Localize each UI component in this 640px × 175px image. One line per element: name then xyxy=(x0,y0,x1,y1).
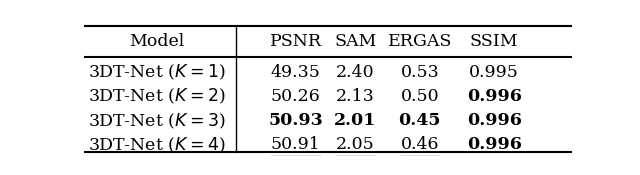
Text: 0.45: 0.45 xyxy=(399,113,441,130)
Text: PSNR: PSNR xyxy=(269,33,322,50)
Text: 0.53: 0.53 xyxy=(401,64,439,81)
Text: 0.995: 0.995 xyxy=(469,64,519,81)
Text: SAM: SAM xyxy=(334,33,376,50)
Text: 0.996: 0.996 xyxy=(467,113,522,130)
Text: ERGAS: ERGAS xyxy=(388,33,452,50)
Text: 2.40: 2.40 xyxy=(336,64,374,81)
Text: 0.46: 0.46 xyxy=(401,136,439,153)
Text: 50.93: 50.93 xyxy=(268,113,323,130)
Text: 3DT-Net $\mathregular{(}K = 1\mathregular{)}$: 3DT-Net $\mathregular{(}K = 1\mathregula… xyxy=(88,63,226,82)
Text: SSIM: SSIM xyxy=(470,33,518,50)
Text: 49.35: 49.35 xyxy=(271,64,321,81)
Text: 3DT-Net $\mathregular{(}K = 4\mathregular{)}$: 3DT-Net $\mathregular{(}K = 4\mathregula… xyxy=(88,135,226,155)
Text: 50.91: 50.91 xyxy=(271,136,321,153)
Text: 50.26: 50.26 xyxy=(271,88,321,105)
Text: 0.996: 0.996 xyxy=(467,136,522,153)
Text: 3DT-Net $\mathregular{(}K = 3\mathregular{)}$: 3DT-Net $\mathregular{(}K = 3\mathregula… xyxy=(88,111,226,131)
Text: 2.05: 2.05 xyxy=(336,136,374,153)
Text: 3DT-Net $\mathregular{(}K = 2\mathregular{)}$: 3DT-Net $\mathregular{(}K = 2\mathregula… xyxy=(88,87,226,106)
Text: 0.996: 0.996 xyxy=(467,88,522,105)
Text: 2.01: 2.01 xyxy=(334,113,376,130)
Text: 2.13: 2.13 xyxy=(336,88,374,105)
Text: Model: Model xyxy=(129,33,184,50)
Text: 0.50: 0.50 xyxy=(401,88,439,105)
